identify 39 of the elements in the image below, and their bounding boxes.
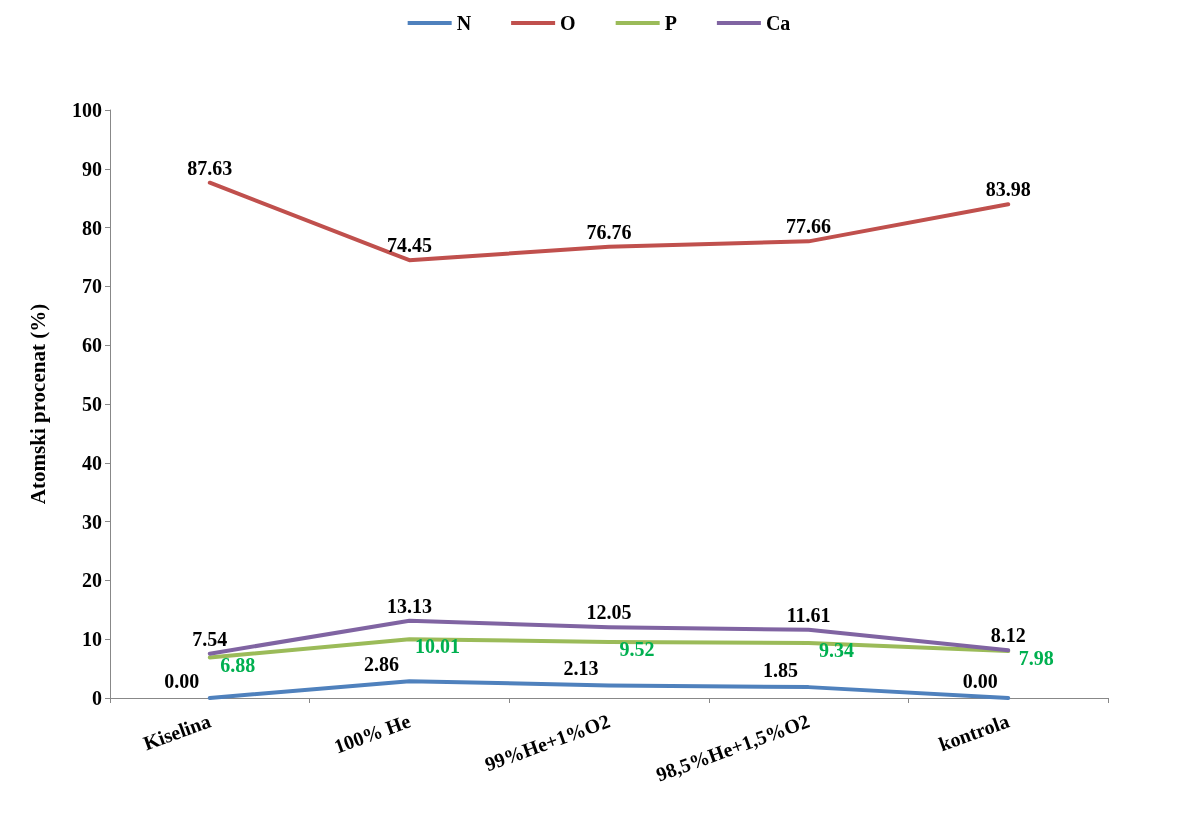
data-label: 2.13 <box>563 657 599 680</box>
legend-label: O <box>560 12 576 34</box>
legend-label: Ca <box>765 12 791 34</box>
data-label: 76.76 <box>586 220 632 243</box>
data-label: 1.85 <box>763 659 799 682</box>
data-label: 12.05 <box>586 601 632 624</box>
data-label: 8.12 <box>990 624 1026 647</box>
data-label: 0.00 <box>962 670 998 692</box>
data-label: 0.00 <box>164 670 200 692</box>
y-axis-title: Atomski procenat (%) <box>25 303 50 505</box>
y-tick-label: 10 <box>82 628 102 651</box>
data-label: 6.88 <box>220 653 256 676</box>
y-tick-label: 30 <box>82 510 102 533</box>
y-tick-label: 40 <box>82 451 102 474</box>
y-tick-label: 0 <box>92 687 102 709</box>
x-tick-label: kontrola <box>935 709 1012 756</box>
data-label: 87.63 <box>187 156 233 179</box>
y-tick-label: 50 <box>82 393 102 415</box>
data-label: 11.61 <box>786 603 831 626</box>
y-tick-label: 90 <box>82 157 102 180</box>
data-label: 9.34 <box>819 639 855 662</box>
y-tick-label: 80 <box>82 216 102 239</box>
y-tick-label: 60 <box>82 334 102 357</box>
y-tick-label: 70 <box>82 275 102 298</box>
data-label: 2.86 <box>363 653 399 676</box>
data-label: 77.66 <box>786 215 832 238</box>
data-label: 10.01 <box>414 635 460 658</box>
data-label: 13.13 <box>386 594 432 617</box>
data-label: 9.52 <box>619 638 655 661</box>
x-tick-label: 100% He <box>330 709 414 758</box>
data-label: 7.54 <box>192 627 228 650</box>
y-tick-label: 100 <box>72 99 102 121</box>
data-label: 74.45 <box>386 234 432 257</box>
y-tick-label: 20 <box>82 569 102 592</box>
legend-label: P <box>664 12 677 34</box>
data-label: 7.98 <box>1018 647 1054 670</box>
x-tick-label: Kiselina <box>140 709 214 755</box>
data-label: 83.98 <box>985 178 1031 201</box>
legend-label: N <box>456 12 472 34</box>
